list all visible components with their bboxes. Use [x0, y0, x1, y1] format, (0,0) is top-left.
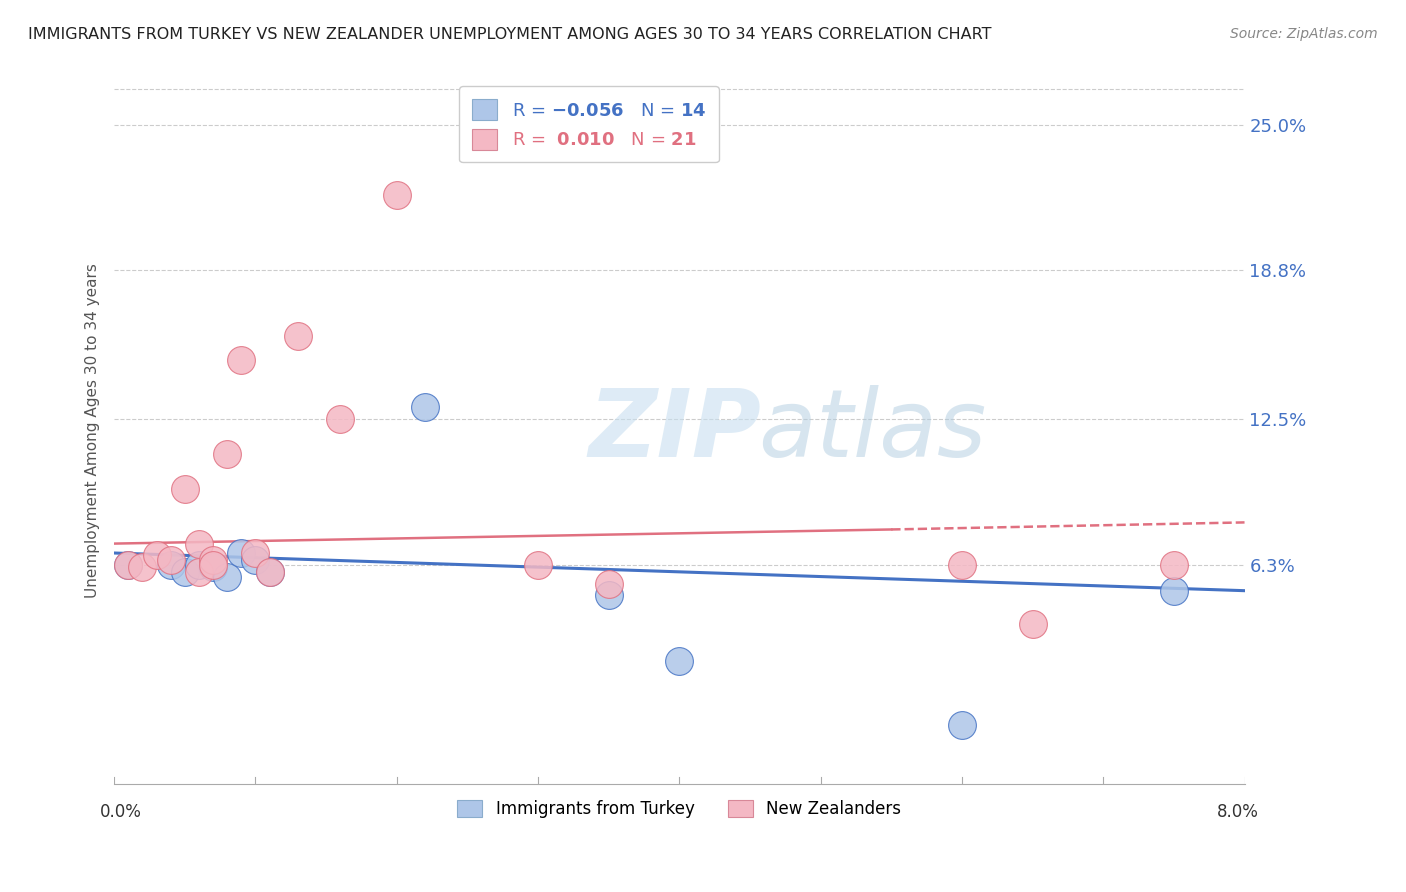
Point [413, 400, 436, 414]
Text: 8.0%: 8.0% [1216, 803, 1258, 821]
Point [1163, 558, 1185, 572]
Point [259, 565, 281, 579]
Point [259, 565, 281, 579]
Text: 0.0%: 0.0% [100, 803, 142, 821]
Point [131, 560, 153, 574]
Point [217, 447, 239, 461]
Point [188, 565, 211, 579]
Point [598, 588, 620, 602]
Point [527, 558, 550, 572]
Point [117, 558, 139, 572]
Point [950, 558, 973, 572]
Y-axis label: Unemployment Among Ages 30 to 34 years: Unemployment Among Ages 30 to 34 years [86, 263, 100, 598]
Point [950, 718, 973, 732]
Legend: Immigrants from Turkey, New Zealanders: Immigrants from Turkey, New Zealanders [451, 793, 908, 825]
Point [231, 353, 253, 368]
Point [188, 558, 211, 572]
Point [188, 536, 211, 550]
Point [1163, 583, 1185, 598]
Point [173, 565, 195, 579]
Point [385, 188, 408, 202]
Point [159, 558, 181, 572]
Text: Source: ZipAtlas.com: Source: ZipAtlas.com [1230, 27, 1378, 41]
Point [202, 560, 225, 574]
Point [1021, 616, 1043, 631]
Point [173, 483, 195, 497]
Point [145, 549, 167, 563]
Point [231, 546, 253, 560]
Point [159, 553, 181, 567]
Point [598, 576, 620, 591]
Point [245, 553, 267, 567]
Point [202, 553, 225, 567]
Point [217, 569, 239, 583]
Text: atlas: atlas [758, 385, 987, 476]
Text: ZIP: ZIP [589, 384, 762, 476]
Point [117, 558, 139, 572]
Point [329, 412, 352, 426]
Point [245, 546, 267, 560]
Point [287, 329, 309, 343]
Point [668, 654, 690, 668]
Point [202, 558, 225, 572]
Text: IMMIGRANTS FROM TURKEY VS NEW ZEALANDER UNEMPLOYMENT AMONG AGES 30 TO 34 YEARS C: IMMIGRANTS FROM TURKEY VS NEW ZEALANDER … [28, 27, 991, 42]
